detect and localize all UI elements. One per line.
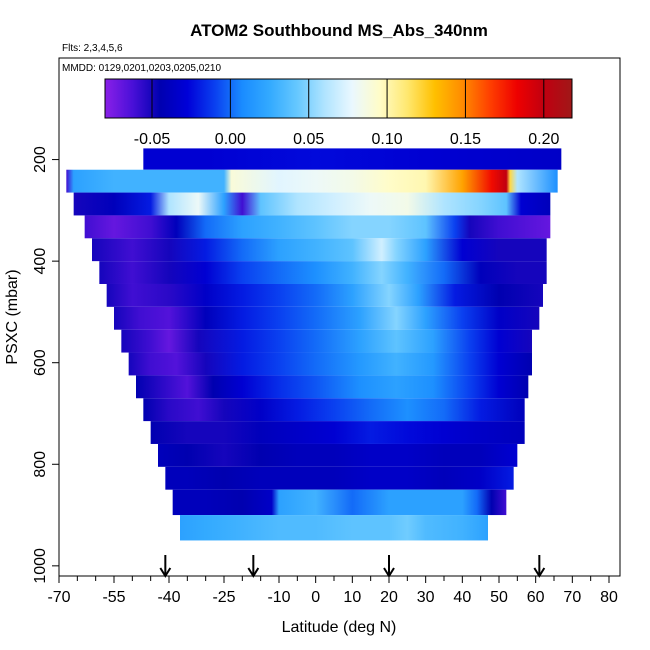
colorbar-tick-label: 0.20 — [528, 131, 559, 148]
heatmap-layers — [66, 148, 562, 541]
y-tick-label: 200 — [32, 146, 49, 173]
colorbar-tick-label: 0.05 — [293, 131, 324, 148]
heatmap-layer — [66, 169, 558, 193]
y-axis-label: PSXC (mbar) — [4, 269, 21, 364]
x-tick-label: -40 — [157, 589, 180, 606]
colorbar-tick-label: 0.00 — [215, 131, 246, 148]
flight-arrow — [247, 555, 260, 578]
flight-arrow — [383, 555, 395, 578]
heatmap-layer — [150, 421, 525, 444]
heatmap-layer — [92, 238, 547, 262]
x-tick-label: 30 — [417, 589, 435, 606]
plot-frame — [58, 57, 621, 577]
y-tick-label: 800 — [32, 451, 49, 478]
x-tick-label: 10 — [343, 589, 361, 606]
chart-title: ATOM2 Southbound MS_Abs_340nm — [190, 21, 488, 40]
heatmap-layer — [84, 215, 551, 239]
heatmap-layer — [73, 192, 551, 216]
heatmap-layer — [136, 375, 529, 399]
colorbar-tick-label: 0.10 — [372, 131, 403, 148]
heatmap-layer — [180, 515, 488, 541]
x-tick-label: -25 — [212, 589, 235, 606]
flight-arrow — [533, 555, 546, 578]
x-tick-label: -55 — [102, 589, 125, 606]
heatmap-layer — [106, 283, 544, 307]
colorbar: -0.05 0.00 0.05 0.10 0.15 0.20 — [104, 78, 573, 148]
x-axis-label: Latitude (deg N) — [282, 619, 397, 636]
y-tick-label: 400 — [32, 248, 49, 275]
colorbar-tick-label: -0.05 — [134, 131, 171, 148]
heatmap-layer — [114, 306, 540, 330]
heatmap-layer — [121, 329, 532, 353]
x-tick-label: 0 — [311, 589, 320, 606]
heatmap-layer — [99, 261, 547, 284]
dates-subtitle: MMDD: 0129,0201,0203,0205,0210 — [62, 63, 221, 74]
x-tick-label: 50 — [490, 589, 508, 606]
x-tick-label: -10 — [267, 589, 290, 606]
x-tick-label: 80 — [600, 589, 618, 606]
heatmap-layer — [165, 466, 514, 490]
x-tick-label: -70 — [47, 589, 70, 606]
axes: -70 -55 -40 -25 -10 0 10 20 30 40 50 60 70 80 200 400 60… — [32, 146, 618, 606]
colorbar-strip — [104, 78, 573, 119]
x-tick-label: 60 — [527, 589, 545, 606]
y-tick-label: 1000 — [32, 548, 49, 584]
x-tick-label: 40 — [453, 589, 471, 606]
heatmap-layer — [172, 489, 507, 516]
colorbar-tick-label: 0.15 — [450, 131, 481, 148]
flights-subtitle: Flts: 2,3,4,5,6 — [62, 43, 123, 54]
heatmap-layer — [128, 352, 532, 376]
y-tick-label: 600 — [32, 349, 49, 376]
heatmap-layer — [143, 148, 562, 170]
x-tick-label: 20 — [380, 589, 398, 606]
heatmap-layer — [158, 443, 518, 467]
x-tick-label: 70 — [563, 589, 581, 606]
flight-arrow — [159, 555, 172, 578]
heatmap-layer — [143, 398, 525, 422]
